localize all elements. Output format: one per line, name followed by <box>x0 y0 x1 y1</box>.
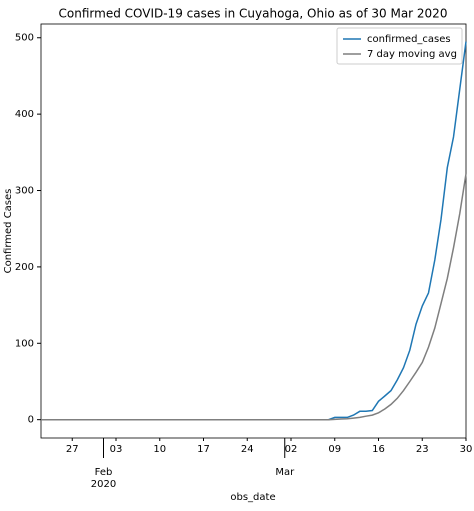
plot-frame <box>40 23 467 439</box>
series-line <box>41 173 467 421</box>
x-major-label: Feb <box>95 467 113 478</box>
y-tick-label: 0 <box>28 415 34 426</box>
y-tick-label: 100 <box>15 338 34 349</box>
y-tick-label: 500 <box>15 33 34 44</box>
x-tick-label: 17 <box>197 444 210 455</box>
x-tick-label: 16 <box>372 444 385 455</box>
legend-label: confirmed_cases <box>367 34 451 45</box>
x-tick-label: 27 <box>66 444 79 455</box>
y-tick-label: 400 <box>15 109 34 120</box>
series-line <box>41 41 467 421</box>
x-tick-label: 24 <box>241 444 254 455</box>
chart-title: Confirmed COVID-19 cases in Cuyahoga, Oh… <box>59 7 448 21</box>
x-tick-label: 23 <box>416 444 429 455</box>
y-tick-label: 200 <box>15 262 34 273</box>
x-tick-label: 03 <box>110 444 123 455</box>
legend-box <box>336 27 463 65</box>
legend-label: 7 day moving avg <box>367 49 457 60</box>
x-tick-label: 02 <box>285 444 298 455</box>
y-axis-label: Confirmed Cases <box>3 189 14 274</box>
x-tick-label: 30 <box>460 444 473 455</box>
x-tick-label: 10 <box>153 444 166 455</box>
x-year-label: 2020 <box>91 479 116 490</box>
x-tick-label: 09 <box>328 444 341 455</box>
x-axis-label: obs_date <box>230 492 275 503</box>
y-tick-label: 300 <box>15 186 34 197</box>
x-major-label: Mar <box>275 467 295 478</box>
